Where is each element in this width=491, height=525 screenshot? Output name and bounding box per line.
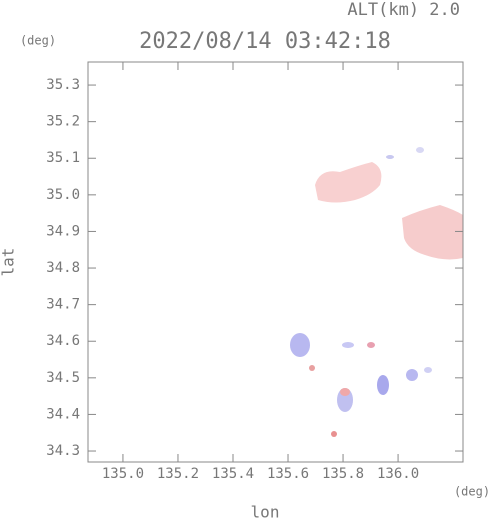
x-tick-label: 136.0 <box>377 466 419 482</box>
y-tick-label: 34.8 <box>46 260 80 276</box>
y-tick-label: 34.9 <box>46 223 80 239</box>
y-tick-label: 34.6 <box>46 333 80 349</box>
x-unit: (deg) <box>454 485 490 499</box>
y-tick-label: 35.1 <box>46 150 80 166</box>
y-unit: (deg) <box>20 34 56 48</box>
echo <box>424 367 432 373</box>
echo <box>402 205 463 260</box>
altitude-label: ALT(km) 2.0 <box>347 0 460 20</box>
echo <box>340 388 350 396</box>
plot-frame <box>87 61 464 463</box>
chart-title: 2022/08/14 03:42:18 <box>139 29 391 54</box>
echo <box>309 365 315 371</box>
y-tick-label: 34.5 <box>46 370 80 386</box>
y-tick-label: 34.7 <box>46 297 80 313</box>
echo <box>386 155 394 159</box>
echo <box>406 369 418 381</box>
x-tick-label: 135.2 <box>157 466 199 482</box>
echo <box>416 147 424 153</box>
echo <box>367 342 375 348</box>
y-tick-label: 35.0 <box>46 187 80 203</box>
y-tick-label: 34.4 <box>46 406 80 422</box>
echo <box>377 375 389 395</box>
y-axis-label: lat <box>0 248 18 277</box>
y-tick-label: 34.3 <box>46 443 80 459</box>
x-tick-label: 135.6 <box>267 466 309 482</box>
echo <box>315 162 382 203</box>
y-tick-label: 35.3 <box>46 77 80 93</box>
x-tick-label: 135.8 <box>322 466 364 482</box>
x-tick-label: 135.0 <box>102 466 144 482</box>
x-axis-label: lon <box>251 503 280 522</box>
y-tick-label: 35.2 <box>46 114 80 130</box>
echo <box>290 333 310 357</box>
echo <box>331 431 337 437</box>
echoes <box>290 147 463 437</box>
echo <box>342 342 354 348</box>
x-tick-label: 135.4 <box>212 466 254 482</box>
